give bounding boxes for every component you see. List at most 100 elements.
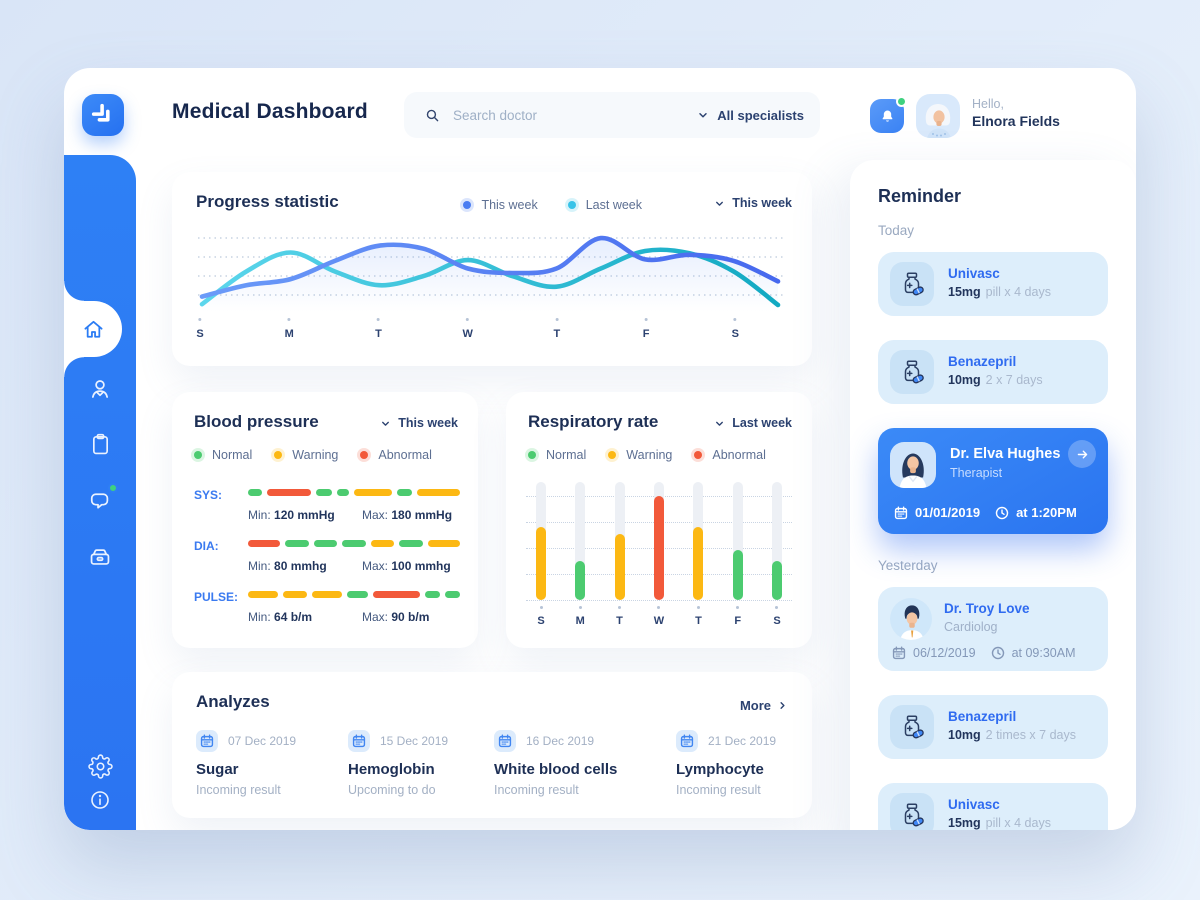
- search-bar[interactable]: All specialists: [404, 92, 820, 138]
- tick-dot: [696, 606, 700, 609]
- bp-segment-abnormal: [267, 489, 312, 496]
- legend-dot: [528, 451, 536, 459]
- medication-card[interactable]: Benazepril 10mg 2 x 7 days: [878, 340, 1108, 404]
- legend-label: Warning: [626, 448, 673, 462]
- analysis-item[interactable]: 07 Dec 2019 Sugar Incoming result: [196, 730, 296, 797]
- tick-dot: [466, 318, 470, 321]
- calendar-icon: [196, 730, 218, 752]
- tick-dot: [539, 606, 543, 609]
- doctor-avatar: [890, 442, 936, 488]
- bp-segment-warning: [427, 540, 461, 547]
- analysis-status: Incoming result: [494, 783, 579, 797]
- last-week-line: [199, 247, 781, 308]
- resp-bar-track: [536, 482, 546, 600]
- sidebar-item-info[interactable]: [80, 780, 120, 820]
- bp-max-number: 100 mmhg: [391, 559, 451, 573]
- sidebar-item-archive[interactable]: [80, 537, 120, 577]
- sidebar-item-messages[interactable]: [80, 481, 120, 521]
- gear-icon: [87, 753, 113, 779]
- blood-pressure-legend: Normal Warning Abnormal: [194, 448, 432, 462]
- legend-dot: [608, 451, 617, 459]
- notifications-button[interactable]: [870, 96, 907, 133]
- chat-icon: [90, 493, 109, 509]
- bp-minmax: Min: 64 b/m Max: 90 b/m: [248, 610, 460, 624]
- tick-dot: [733, 318, 737, 321]
- bp-segment-normal: [285, 540, 309, 547]
- day-label: T: [375, 328, 382, 340]
- medication-schedule: 15mg pill x 4 days: [948, 285, 1051, 299]
- analysis-date-row: 07 Dec 2019: [196, 730, 296, 752]
- sidebar-item-patients[interactable]: [80, 369, 120, 409]
- analysis-item[interactable]: 15 Dec 2019 Hemoglobin Upcoming to do: [348, 730, 448, 797]
- sidebar-item-settings[interactable]: [80, 746, 120, 786]
- day-label: W: [462, 328, 473, 340]
- calendar-icon: [894, 506, 908, 519]
- user-avatar[interactable]: [916, 94, 960, 138]
- pill-bottle-icon: [904, 803, 924, 827]
- medication-card[interactable]: Univasc 15mg pill x 4 days: [878, 783, 1108, 830]
- bp-segment-normal: [445, 591, 460, 598]
- blood-pressure-range-selector[interactable]: This week: [380, 416, 458, 430]
- medication-schedule: 10mg 2 x 7 days: [948, 373, 1043, 387]
- medication-dose: 10mg: [948, 373, 981, 387]
- pill-bottle-icon: [904, 272, 924, 296]
- analysis-status: Incoming result: [196, 783, 281, 797]
- legend-dot: [360, 451, 369, 459]
- more-label: More: [739, 698, 771, 713]
- bp-segment-normal: [399, 540, 423, 547]
- bp-row: DIA: Min: 80 mmhg Max: 100 mmhg: [172, 535, 478, 586]
- bp-minmax: Min: 80 mmhg Max: 100 mmhg: [248, 559, 460, 573]
- sidebar-item-records[interactable]: [80, 424, 120, 464]
- specialists-filter[interactable]: All specialists: [697, 108, 804, 123]
- day-label: T: [616, 615, 623, 627]
- app-logo[interactable]: [82, 94, 124, 136]
- day-label: S: [537, 615, 545, 627]
- resp-bar-cell: T: [693, 482, 704, 630]
- appointment-time: at 09:30AM: [1011, 646, 1076, 660]
- open-appointment-button[interactable]: [1068, 440, 1096, 468]
- search-icon: [426, 109, 439, 121]
- respiratory-range-selector[interactable]: Last week: [714, 416, 792, 430]
- analysis-date: 07 Dec 2019: [228, 734, 297, 748]
- legend-item: Abnormal: [694, 448, 766, 462]
- blood-pressure-range-label: This week: [398, 416, 458, 430]
- analysis-date: 15 Dec 2019: [380, 734, 449, 748]
- chevron-down-icon: [716, 421, 724, 426]
- appointment-card[interactable]: Dr. Troy Love Cardiolog 06/12/2019 at 09:30…: [878, 587, 1108, 671]
- analysis-item[interactable]: 21 Dec 2019 Lymphocyte Incoming result: [676, 730, 776, 797]
- bp-max-number: 180 mmHg: [391, 508, 453, 522]
- tick-dot: [376, 318, 380, 321]
- bp-segment-normal: [336, 489, 350, 496]
- analysis-date: 21 Dec 2019: [708, 734, 777, 748]
- resp-bar-cell: T: [614, 482, 625, 630]
- analysis-item[interactable]: 16 Dec 2019 White blood cells Incoming res…: [494, 730, 617, 797]
- legend-item: Normal: [194, 448, 252, 462]
- medication-schedule: 15mg pill x 4 days: [948, 816, 1051, 830]
- medication-dose: 15mg: [948, 816, 981, 830]
- messages-badge: [108, 483, 118, 493]
- analyzes-more-link[interactable]: More: [740, 698, 788, 713]
- medication-card[interactable]: Univasc 15mg pill x 4 days: [878, 252, 1108, 316]
- calendar-icon: [676, 730, 698, 752]
- progress-legend: This week Last week: [463, 198, 642, 212]
- search-input[interactable]: [453, 107, 698, 123]
- progress-range-selector[interactable]: This week: [714, 196, 792, 210]
- bp-segment-normal: [342, 540, 366, 547]
- respiratory-range-label: Last week: [732, 416, 792, 430]
- legend-label: This week: [481, 198, 538, 212]
- day-label: M: [575, 615, 585, 627]
- calendar-icon: [680, 734, 694, 748]
- clock-icon: [991, 646, 1005, 660]
- analyzes-title: Analyzes: [196, 692, 270, 711]
- bp-row: PULSE: Min: 64 b/m Max: 90 b/m: [172, 586, 478, 637]
- sidebar-item-home[interactable]: [64, 281, 122, 377]
- medication-card[interactable]: Benazepril 10mg 2 times x 7 days: [878, 695, 1108, 759]
- info-icon: [91, 791, 109, 809]
- medication-name: Univasc: [948, 797, 1000, 812]
- appointment-card[interactable]: Dr. Elva Hughes Therapist 01/01/2019 at 1:2…: [878, 428, 1108, 534]
- bell-icon: [882, 110, 892, 122]
- patient-icon: [91, 380, 109, 398]
- tick-dot: [644, 318, 648, 321]
